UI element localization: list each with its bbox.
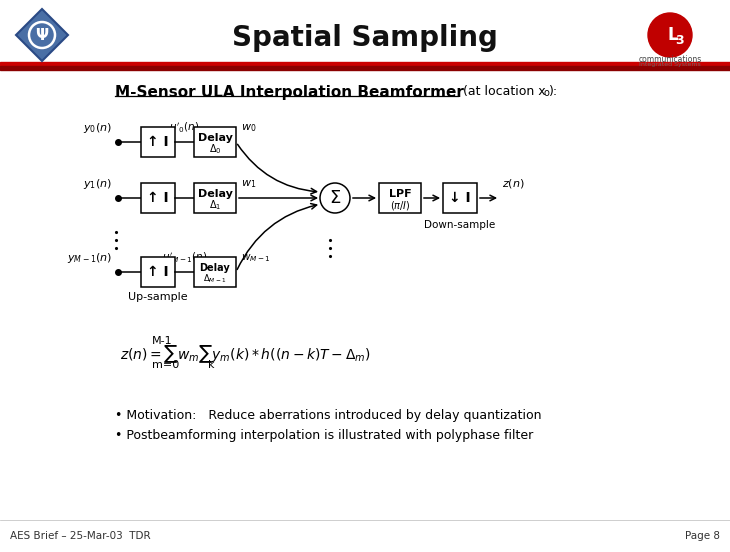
Circle shape [648,13,692,57]
Bar [141,127,175,157]
Text: Delay: Delay [198,189,232,199]
Text: AES Brief – 25-Mar-03  TDR: AES Brief – 25-Mar-03 TDR [10,531,150,541]
Text: $\Sigma$: $\Sigma$ [329,189,341,207]
Bar [443,183,477,213]
Text: Delay: Delay [198,133,232,143]
Text: $y_1(n)$: $y_1(n)$ [83,177,112,191]
Text: Delay: Delay [199,263,231,273]
Text: ):: ): [549,86,558,98]
Text: $u'_0(n)$: $u'_0(n)$ [169,120,199,134]
Text: Down-sample: Down-sample [424,220,496,230]
Text: M-Sensor ULA Interpolation Beamformer: M-Sensor ULA Interpolation Beamformer [115,84,464,99]
Text: $y_0(n)$: $y_0(n)$ [83,121,112,135]
Bar [379,183,421,213]
Text: LPF: LPF [388,189,411,199]
Text: $\Delta_{M-1}$: $\Delta_{M-1}$ [204,273,226,285]
Text: Page 8: Page 8 [685,531,720,541]
Bar [194,127,236,157]
Text: Up-sample: Up-sample [128,292,188,302]
Text: $u'_{M-1}(n)$: $u'_{M-1}(n)$ [162,250,207,264]
Text: M-1: M-1 [152,336,172,346]
Text: Ψ: Ψ [36,28,49,43]
Bar [0,62,730,68]
Text: communications: communications [638,55,702,64]
Text: 3: 3 [675,34,683,47]
Text: ↓ I: ↓ I [449,191,471,205]
Text: $(\pi/I)$: $(\pi/I)$ [390,199,410,211]
Text: $w_{M-1}$: $w_{M-1}$ [241,252,271,264]
Bar [0,66,730,70]
Text: k: k [208,360,215,370]
Text: $w_1$: $w_1$ [241,178,256,190]
Text: $\Delta_0$: $\Delta_0$ [209,142,221,156]
Text: • Motivation:   Reduce aberrations introduced by delay quantization: • Motivation: Reduce aberrations introdu… [115,408,542,422]
Text: L: L [668,26,678,44]
Text: • Postbeamforming interpolation is illustrated with polyphase filter: • Postbeamforming interpolation is illus… [115,428,533,442]
Text: Integrated Systems: Integrated Systems [639,62,701,67]
Bar [141,257,175,287]
Text: m=0: m=0 [152,360,180,370]
Text: (at location x: (at location x [459,86,545,98]
Text: ↑ I: ↑ I [147,265,169,279]
Text: $z(n) = \sum w_m \sum y_m(k) * h((n-k)T-\Delta_m)$: $z(n) = \sum w_m \sum y_m(k) * h((n-k)T-… [120,343,371,365]
Text: $\Delta_1$: $\Delta_1$ [209,198,221,212]
Text: ↑ I: ↑ I [147,191,169,205]
Polygon shape [16,9,68,61]
Text: $w_0$: $w_0$ [241,122,256,134]
Text: o: o [543,88,549,98]
Circle shape [320,183,350,213]
Text: $y_{M-1}(n)$: $y_{M-1}(n)$ [66,251,112,265]
Bar [194,183,236,213]
Text: ↑ I: ↑ I [147,135,169,149]
Bar [141,183,175,213]
Text: Spatial Sampling: Spatial Sampling [232,24,498,52]
Text: $z(n)$: $z(n)$ [502,178,525,190]
Bar [194,257,236,287]
